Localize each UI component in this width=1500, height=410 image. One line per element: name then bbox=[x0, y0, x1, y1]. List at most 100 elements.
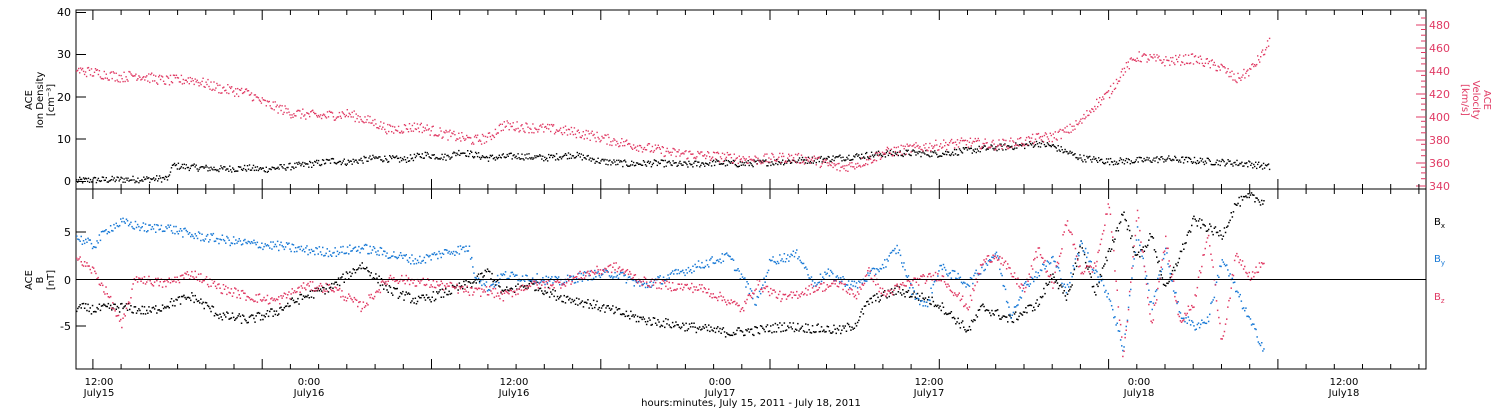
ion-density-point bbox=[1179, 159, 1181, 161]
bz-point bbox=[148, 275, 150, 278]
bz-point bbox=[335, 287, 338, 289]
ion-density-point bbox=[1145, 159, 1147, 161]
by-point bbox=[1034, 276, 1036, 278]
ion-density-point bbox=[675, 162, 677, 164]
bx-point bbox=[161, 304, 164, 306]
by-point bbox=[245, 241, 247, 244]
bz-point bbox=[248, 297, 251, 299]
ion-density-point bbox=[1094, 158, 1096, 160]
by-point bbox=[547, 276, 550, 279]
by-point bbox=[1040, 269, 1043, 272]
ion-density-point bbox=[748, 164, 750, 167]
bx-point bbox=[1058, 285, 1061, 287]
by-point bbox=[1258, 343, 1261, 345]
ion-density-point bbox=[316, 159, 318, 162]
bx-point bbox=[215, 313, 218, 316]
velocity-point bbox=[708, 152, 710, 154]
by-point bbox=[414, 258, 417, 260]
velocity-point bbox=[793, 160, 796, 162]
velocity-point bbox=[1232, 79, 1234, 81]
bx-point bbox=[1137, 251, 1140, 253]
bx-point bbox=[881, 294, 884, 296]
velocity-point bbox=[473, 136, 476, 138]
bx-point bbox=[832, 331, 834, 333]
by-point bbox=[129, 223, 131, 225]
velocity-point bbox=[1151, 56, 1153, 58]
velocity-point bbox=[687, 157, 689, 159]
ion-density-point bbox=[86, 180, 89, 183]
bz-point bbox=[280, 295, 282, 297]
bx-point bbox=[1139, 256, 1141, 258]
velocity-point bbox=[1229, 71, 1231, 74]
ion-density-point bbox=[506, 153, 508, 156]
bx-point bbox=[1127, 225, 1130, 227]
velocity-point bbox=[396, 130, 399, 132]
bx-point bbox=[1016, 318, 1018, 320]
velocity-point bbox=[823, 161, 825, 163]
by-point bbox=[1122, 349, 1124, 352]
velocity-point bbox=[993, 143, 995, 145]
ion-density-point bbox=[94, 177, 97, 179]
bx-point bbox=[548, 296, 551, 298]
by-point bbox=[1183, 317, 1185, 319]
ion-density-point bbox=[883, 153, 886, 155]
by-point bbox=[181, 230, 183, 232]
ion-density-point bbox=[966, 149, 969, 151]
bz-point bbox=[423, 284, 426, 286]
velocity-point bbox=[1261, 51, 1263, 53]
bx-point bbox=[143, 306, 146, 308]
velocity-point bbox=[806, 159, 809, 161]
velocity-point bbox=[895, 146, 897, 149]
ion-density-point bbox=[1062, 151, 1064, 154]
ion-density-point bbox=[400, 159, 403, 162]
velocity-point bbox=[395, 129, 398, 132]
velocity-point bbox=[562, 126, 565, 129]
bx-point bbox=[802, 330, 805, 332]
by-point bbox=[229, 244, 231, 247]
ion-density-point bbox=[241, 169, 244, 171]
bz-point bbox=[173, 280, 175, 282]
velocity-point bbox=[1186, 62, 1189, 65]
velocity-point bbox=[780, 162, 782, 164]
by-point bbox=[348, 253, 350, 255]
velocity-point bbox=[187, 77, 189, 79]
bx-point bbox=[456, 284, 458, 287]
velocity-point bbox=[1069, 123, 1071, 126]
bx-point bbox=[380, 278, 383, 280]
velocity-point bbox=[696, 156, 698, 158]
velocity-point bbox=[761, 160, 763, 162]
velocity-point bbox=[1104, 92, 1107, 95]
by-point bbox=[466, 250, 468, 252]
velocity-point bbox=[911, 145, 913, 147]
velocity-point bbox=[695, 157, 697, 160]
ion-density-point bbox=[278, 168, 280, 170]
velocity-point bbox=[901, 153, 903, 156]
by-point bbox=[674, 269, 676, 272]
ion-density-point bbox=[321, 159, 324, 161]
ion-density-point bbox=[79, 178, 82, 181]
ion-density-point bbox=[557, 159, 560, 161]
velocity-point bbox=[1163, 59, 1165, 61]
velocity-point bbox=[799, 162, 802, 164]
ion-density-point bbox=[155, 178, 157, 180]
by-point bbox=[898, 249, 901, 251]
ion-density-point bbox=[1135, 159, 1137, 161]
bx-point bbox=[863, 305, 866, 307]
ion-density-point bbox=[946, 153, 948, 156]
bx-point bbox=[529, 280, 532, 283]
ion-density-point bbox=[359, 159, 361, 161]
ion-density-point bbox=[569, 153, 572, 156]
bx-point bbox=[868, 303, 870, 305]
by-point bbox=[623, 274, 625, 277]
velocity-point bbox=[1147, 58, 1149, 60]
ion-density-point bbox=[599, 162, 601, 164]
velocity-point bbox=[1095, 108, 1097, 110]
ion-density-point bbox=[471, 151, 473, 153]
ion-density-point bbox=[906, 150, 908, 152]
by-point bbox=[1072, 265, 1074, 267]
ion-density-point bbox=[858, 154, 860, 156]
bx-point bbox=[1103, 265, 1105, 267]
ion-density-point bbox=[206, 166, 208, 168]
ion-density-point bbox=[710, 165, 713, 167]
velocity-point bbox=[736, 157, 738, 159]
